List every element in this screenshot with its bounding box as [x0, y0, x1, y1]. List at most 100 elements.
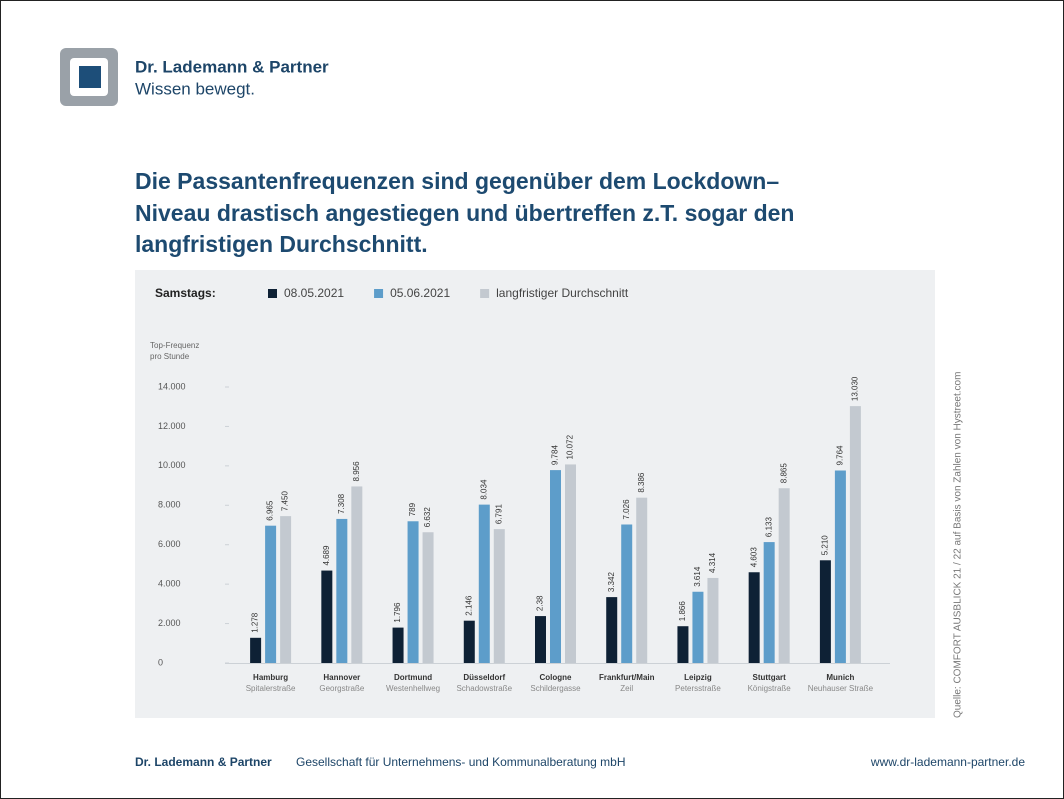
- bar: [834, 470, 846, 663]
- data-label: 1.796: [393, 602, 402, 623]
- bar: [351, 486, 363, 663]
- bar: [677, 626, 689, 663]
- x-tick-label: Leipzig: [684, 673, 712, 682]
- x-tick-sublabel: Schildergasse: [530, 684, 581, 693]
- y-tick-label: 0: [158, 657, 163, 667]
- bar: [493, 529, 505, 663]
- bar: [250, 637, 262, 663]
- data-label: 3.342: [607, 572, 616, 593]
- bar: [707, 577, 719, 663]
- bar: [336, 518, 348, 663]
- bar: [321, 570, 333, 663]
- x-tick-label: Hannover: [323, 673, 360, 682]
- bar: [692, 591, 704, 663]
- x-tick-label: Hamburg: [253, 673, 288, 682]
- y-axis-label: pro Stunde: [150, 352, 190, 361]
- legend-swatch: [374, 289, 384, 298]
- x-tick-label: Frankfurt/Main: [599, 673, 655, 682]
- bar: [748, 572, 760, 663]
- y-tick-label: 10.000: [158, 460, 186, 470]
- footer-company: Dr. Lademann & Partner: [135, 755, 272, 769]
- x-tick-label: Stuttgart: [753, 673, 787, 682]
- data-label: 13.030: [850, 376, 859, 401]
- brand-name: Dr. Lademann & Partner: [135, 57, 329, 76]
- bar: [535, 616, 546, 663]
- bar: [265, 525, 277, 663]
- bar: [463, 620, 475, 663]
- bar: [763, 542, 775, 663]
- bar: [392, 627, 404, 663]
- data-label: 8.034: [479, 479, 488, 500]
- data-label: 5.210: [820, 535, 829, 556]
- data-label: 10.072: [566, 434, 575, 459]
- data-label: 4.603: [749, 547, 758, 568]
- data-label: 8.386: [637, 472, 646, 493]
- data-label: 3.614: [693, 566, 702, 587]
- data-label: 6.133: [764, 517, 773, 538]
- data-label: 9.784: [551, 445, 560, 466]
- y-tick-label: 4.000: [158, 579, 181, 589]
- bar: [478, 504, 490, 663]
- footer-description: Gesellschaft für Unternehmens- und Kommu…: [296, 755, 626, 769]
- y-tick-label: 8.000: [158, 500, 181, 510]
- bar: [819, 560, 831, 663]
- bar: [407, 521, 419, 663]
- legend-label: 08.05.2021: [284, 286, 344, 300]
- data-label: 6.965: [266, 500, 275, 521]
- x-tick-sublabel: Schadowstraße: [456, 684, 512, 693]
- y-tick-label: 2.000: [158, 618, 181, 628]
- data-label: 7.308: [337, 493, 346, 514]
- data-label: 8.956: [352, 461, 361, 482]
- bar: [778, 488, 790, 663]
- y-tick-label: 14.000: [158, 381, 186, 391]
- x-tick-sublabel: Georgstraße: [319, 684, 364, 693]
- legend-title: Samstags:: [155, 286, 216, 300]
- logo-square: [79, 66, 101, 88]
- bar: [565, 464, 576, 663]
- data-label: 6.791: [494, 504, 503, 525]
- data-label: 7.450: [281, 491, 290, 512]
- bar: [280, 516, 292, 663]
- data-label: 4.314: [708, 552, 717, 573]
- bar: [849, 406, 861, 663]
- x-tick-label: Cologne: [540, 673, 573, 682]
- bar: [422, 532, 434, 663]
- bar: [606, 597, 618, 663]
- x-tick-sublabel: Neuhauser Straße: [808, 684, 874, 693]
- data-label: 2.146: [464, 595, 473, 616]
- legend-label: langfristiger Durchschnitt: [496, 286, 629, 300]
- legend-swatch: [480, 289, 490, 298]
- data-label: 8.865: [779, 463, 788, 484]
- bar: [636, 497, 648, 663]
- y-axis-label: Top-Frequenz: [150, 341, 199, 350]
- data-label: 1.278: [251, 612, 260, 633]
- data-label: 789: [408, 502, 417, 516]
- data-label: 4.689: [322, 545, 331, 566]
- footer-url: www.dr-lademann-partner.de: [870, 755, 1025, 769]
- title-line: Die Passantenfrequenzen sind gegenüber d…: [135, 168, 779, 194]
- x-tick-sublabel: Königstraße: [748, 684, 792, 693]
- x-tick-label: Dortmund: [394, 673, 432, 682]
- y-tick-label: 6.000: [158, 539, 181, 549]
- title-line: Niveau drastisch angestiegen und übertre…: [135, 200, 794, 226]
- data-label: 6.632: [423, 507, 432, 528]
- x-tick-sublabel: Petersstraße: [675, 684, 721, 693]
- data-label: 7.026: [622, 499, 631, 520]
- data-label: 2.38: [536, 595, 545, 611]
- x-tick-sublabel: Spitalerstraße: [246, 684, 296, 693]
- x-tick-label: Düsseldorf: [463, 673, 505, 682]
- legend-swatch: [268, 289, 277, 298]
- bar: [621, 524, 633, 663]
- brand-tagline: Wissen bewegt.: [135, 79, 255, 98]
- title-line: langfristigen Durchschnitt.: [135, 231, 428, 257]
- data-label: 1.866: [678, 601, 687, 622]
- x-tick-sublabel: Westenhellweg: [386, 684, 440, 693]
- legend-label: 05.06.2021: [390, 286, 450, 300]
- data-label: 9.764: [835, 445, 844, 466]
- bar: [550, 470, 561, 663]
- x-tick-label: Munich: [826, 673, 854, 682]
- source: Quelle: COMFORT AUSBLICK 21 / 22 auf Bas…: [953, 372, 964, 718]
- x-tick-sublabel: Zeil: [620, 684, 633, 693]
